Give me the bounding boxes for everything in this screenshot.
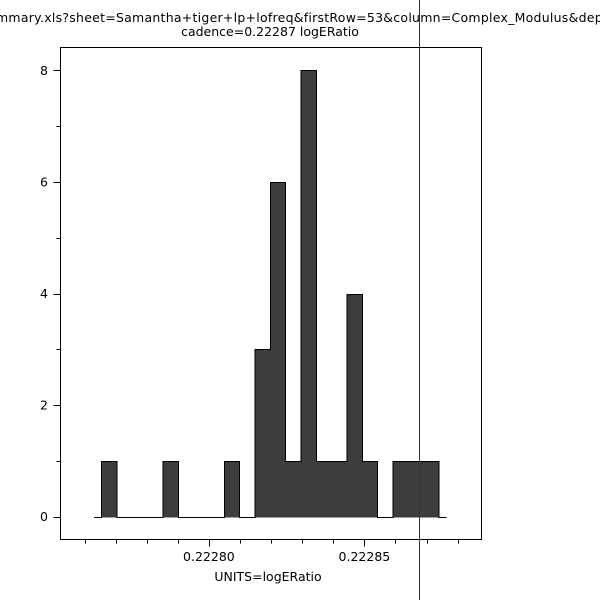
x-tick-label: 0.22280	[183, 549, 235, 564]
x-axis-tick-labels: 0.22280 0.22285	[183, 549, 390, 564]
y-tick-label: 0	[40, 509, 48, 524]
x-axis-label: UNITS=logERatio	[214, 569, 322, 584]
y-tick-label: 8	[40, 63, 48, 78]
histogram-bars	[94, 70, 447, 518]
plot-title-line1: mmary.xls?sheet=Samantha+tiger+lp+lofreq…	[0, 10, 600, 25]
y-tick-label: 2	[40, 398, 48, 413]
y-tick-label: 6	[40, 175, 48, 190]
x-axis-ticks	[85, 539, 459, 547]
y-axis-ticks	[53, 70, 61, 518]
x-tick-label: 0.22285	[339, 549, 391, 564]
plot-title-line2: cadence=0.22287 logERatio	[181, 24, 359, 39]
y-tick-label: 4	[40, 286, 48, 301]
y-axis-tick-labels: 0 2 4 6 8	[40, 63, 48, 524]
